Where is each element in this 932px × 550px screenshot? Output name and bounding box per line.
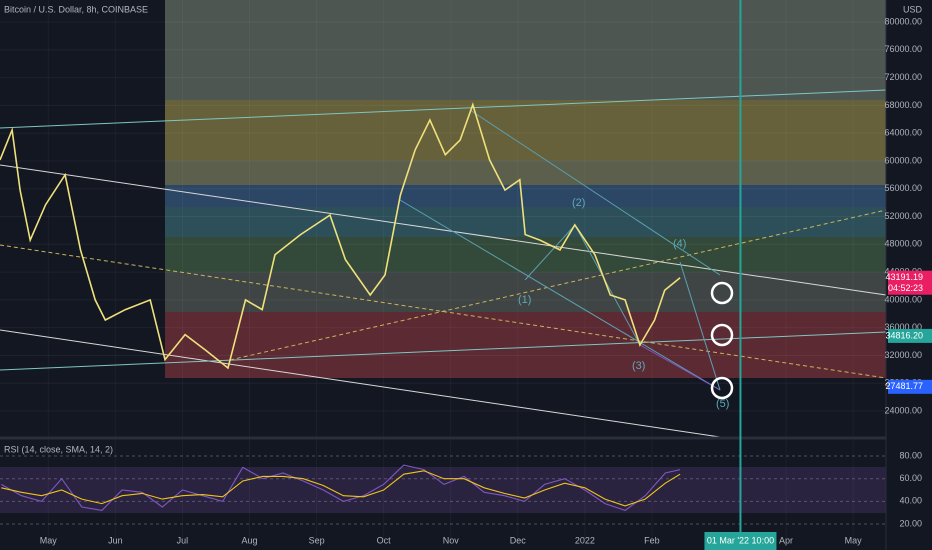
targets xyxy=(710,281,734,400)
y-tick-label: 48000.00 xyxy=(884,239,922,249)
y-tick-label: 40.00 xyxy=(899,496,922,506)
x-tick-label: Oct xyxy=(377,535,392,545)
price-line xyxy=(1,464,681,512)
plot xyxy=(0,0,742,532)
price-level-box xyxy=(888,379,932,394)
wave-label: (2) xyxy=(572,197,585,209)
x-tick-label: Sep xyxy=(309,535,325,545)
y-tick-label: 24000.00 xyxy=(884,405,922,415)
crosshair-label: 01 Mar '22 10:00 xyxy=(707,535,774,545)
countdown: 04:52:23 xyxy=(888,283,923,293)
wave-label: (1) xyxy=(518,294,531,306)
price-line xyxy=(0,102,681,370)
wave-label: (5) xyxy=(716,398,729,410)
y-tick-label: 36000.00 xyxy=(884,322,922,332)
y-tick-label: 56000.00 xyxy=(884,183,922,193)
y-tick-label: 80000.00 xyxy=(884,16,922,26)
chart-title: Bitcoin / U.S. Dollar, 8h, COINBASE xyxy=(4,4,148,14)
y-tick-label: 20.00 xyxy=(899,518,922,528)
price-line xyxy=(1,470,681,507)
y-tick-label: 40000.00 xyxy=(884,294,922,304)
grid xyxy=(0,21,886,525)
y-tick-label: 52000.00 xyxy=(884,211,922,221)
x-tick-label: Jul xyxy=(177,535,189,545)
x-tick-label: 2022 xyxy=(575,535,595,545)
x-tick-label: May xyxy=(40,535,58,545)
y-tick-label: 32000.00 xyxy=(884,350,922,360)
rsi-band xyxy=(0,467,886,513)
wave-label: (3) xyxy=(632,360,645,372)
price-level-label: 43191.19 xyxy=(885,272,923,282)
rsi-title: RSI (14, close, SMA, 14, 2) xyxy=(4,444,113,454)
y-tick-label: 64000.00 xyxy=(884,128,922,138)
y-tick-label: 60.00 xyxy=(899,473,922,483)
drawings xyxy=(0,0,887,550)
y-tick-label: 76000.00 xyxy=(884,44,922,54)
x-tick-label: Dec xyxy=(510,535,527,545)
price-level-box xyxy=(888,328,932,343)
x-tick-label: Aug xyxy=(241,535,257,545)
x-tick-label: May xyxy=(845,535,863,545)
x-tick-label: Apr xyxy=(779,535,793,545)
x-tick-label: Jun xyxy=(108,535,123,545)
y-tick-label: 72000.00 xyxy=(884,72,922,82)
y-tick-label: 80.00 xyxy=(899,450,922,460)
x-tick-label: Feb xyxy=(644,535,660,545)
crosshair-box xyxy=(704,532,777,550)
y-tick-label: 60000.00 xyxy=(884,155,922,165)
y-tick-label: 68000.00 xyxy=(884,100,922,110)
y-axis-label: USD xyxy=(903,4,923,14)
price-level-box xyxy=(888,270,932,295)
axes: 24000.0028000.0032000.0036000.0040000.00… xyxy=(40,16,932,550)
x-tick-label: Nov xyxy=(443,535,460,545)
price-level-label: 34816.20 xyxy=(885,330,923,340)
price-level-label: 27481.77 xyxy=(885,381,923,391)
wave-label: (4) xyxy=(673,238,686,250)
